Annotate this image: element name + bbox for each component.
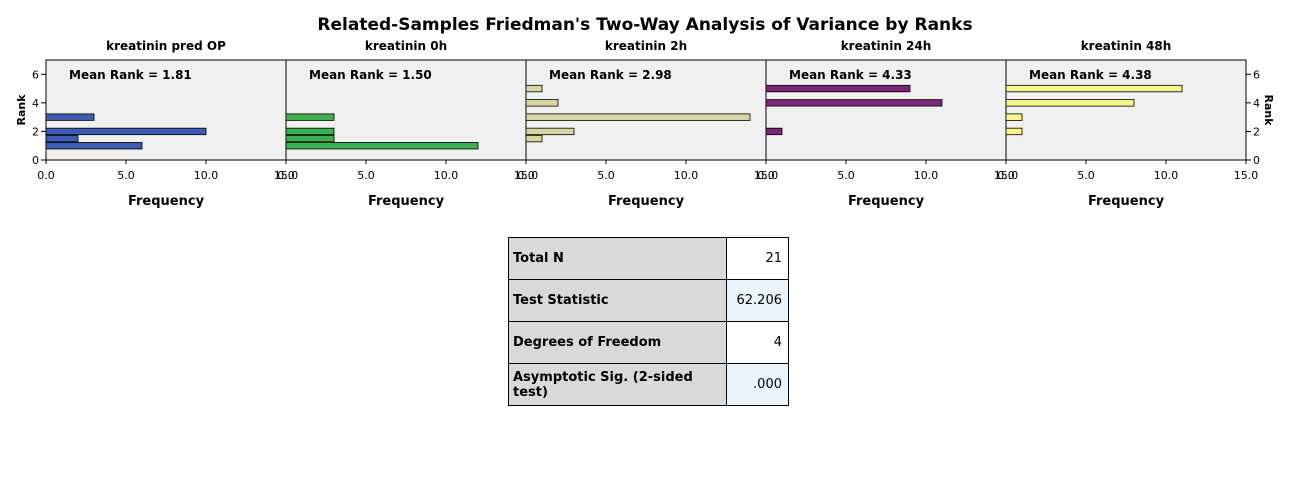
panel-title: kreatinin 2h [605,39,687,53]
row-label: Degrees of Freedom [508,321,727,364]
x-axis-label: Frequency [848,194,925,209]
y-tick-label: 2 [32,125,39,138]
bar [765,127,783,136]
mean-rank-label: Mean Rank = 1.50 [309,68,432,82]
x-tick-label: 15.0 [754,169,779,182]
row-label: Test Statistic [508,279,727,322]
bar [285,134,335,143]
x-axis-label: Frequency [368,194,445,209]
friedman-chart: Related-Samples Friedman's Two-Way Analy… [15,15,1275,209]
bar [1005,84,1183,93]
x-tick-label: 10.0 [1154,169,1179,182]
x-tick-label: 5.0 [117,169,135,182]
y-tick-label: 0 [1253,154,1260,167]
x-tick-label: 0.0 [277,169,295,182]
bar [45,127,207,136]
chart-panels: kreatinin pred OP Mean Rank = 1.81 0.0 5.0 1… [15,39,1275,209]
table-row: Asymptotic Sig. (2-sided test) .000 [508,363,789,406]
bar [45,134,79,143]
mean-rank-label: Mean Rank = 1.81 [69,68,192,82]
x-tick-label: 0.0 [757,169,775,182]
x-tick-label: 0.0 [517,169,535,182]
mean-rank-label: Mean Rank = 4.38 [1029,68,1152,82]
x-tick-label: 15.0 [274,169,299,182]
panel-title: kreatinin 48h [1081,39,1172,53]
y-tick-label: 6 [32,68,39,81]
x-tick-label: 5.0 [837,169,855,182]
x-tick-label: 15.0 [1234,169,1259,182]
x-tick-label: 15.0 [514,169,539,182]
bar [525,84,543,93]
bar [285,113,335,121]
panel-1: kreatinin pred OP Mean Rank = 1.81 0.0 5.0 1… [37,39,298,209]
panel-background [1005,59,1247,161]
table-row: Total N 21 [508,237,789,280]
y-axis-label: Rank [15,94,28,126]
bar [765,84,911,93]
bar [1005,127,1023,136]
row-value: 21 [726,237,789,280]
panel-5: kreatinin 48h Mean Rank = 4.38 0.0 5.0 10.0 1… [997,39,1258,209]
bar [285,127,335,136]
x-tick-label: 15.0 [994,169,1019,182]
bar [1005,113,1023,121]
table-row: Degrees of Freedom 4 [508,321,789,364]
bar [765,99,943,107]
x-tick-label: 5.0 [597,169,615,182]
bar [525,99,559,107]
x-axis-label: Frequency [1088,194,1165,209]
panel-title: kreatinin pred OP [106,39,226,53]
y-axis-label: Rank [1262,94,1275,126]
bar [525,113,751,121]
y-tick-label: 2 [1253,125,1260,138]
bar [45,142,143,150]
panel-background [525,59,767,161]
bar [1005,99,1135,107]
row-value: .000 [726,363,789,406]
chart-title: Related-Samples Friedman's Two-Way Analy… [317,15,972,35]
x-tick-label: 10.0 [674,169,699,182]
row-value: 4 [726,321,789,364]
x-tick-label: 10.0 [194,169,219,182]
y-tick-label: 6 [1253,68,1260,81]
table-row: Test Statistic 62.206 [508,279,789,322]
row-label: Total N [508,237,727,280]
x-tick-label: 10.0 [914,169,939,182]
bar [45,113,95,121]
x-axis-label: Frequency [608,194,685,209]
bar [285,142,479,150]
mean-rank-label: Mean Rank = 2.98 [549,68,672,82]
row-label: Asymptotic Sig. (2-sided test) [508,363,727,406]
row-value: 62.206 [726,279,789,322]
x-tick-label: 10.0 [434,169,459,182]
test-summary-table: Total N 21 Test Statistic 62.206 Degrees… [508,237,789,406]
y-tick-label: 0 [32,154,39,167]
x-tick-label: 0.0 [997,169,1015,182]
y-tick-label: 4 [1253,97,1260,110]
mean-rank-label: Mean Rank = 4.33 [789,68,912,82]
panel-background [765,59,1007,161]
panel-2: kreatinin 0h Mean Rank = 1.50 0.0 5.0 10.0 15… [277,39,538,209]
panel-3: kreatinin 2h Mean Rank = 2.98 0.0 5.0 10.0 15… [517,39,778,209]
panel-title: kreatinin 0h [365,39,447,53]
x-tick-label: 0.0 [37,169,55,182]
bar [525,127,575,136]
x-axis-label: Frequency [128,194,205,209]
y-tick-label: 4 [32,97,39,110]
x-tick-label: 5.0 [1077,169,1095,182]
x-tick-label: 5.0 [357,169,375,182]
panel-4: kreatinin 24h Mean Rank = 4.33 0.0 5.0 10.0 1… [757,39,1018,209]
panel-title: kreatinin 24h [841,39,932,53]
bar [525,134,543,143]
